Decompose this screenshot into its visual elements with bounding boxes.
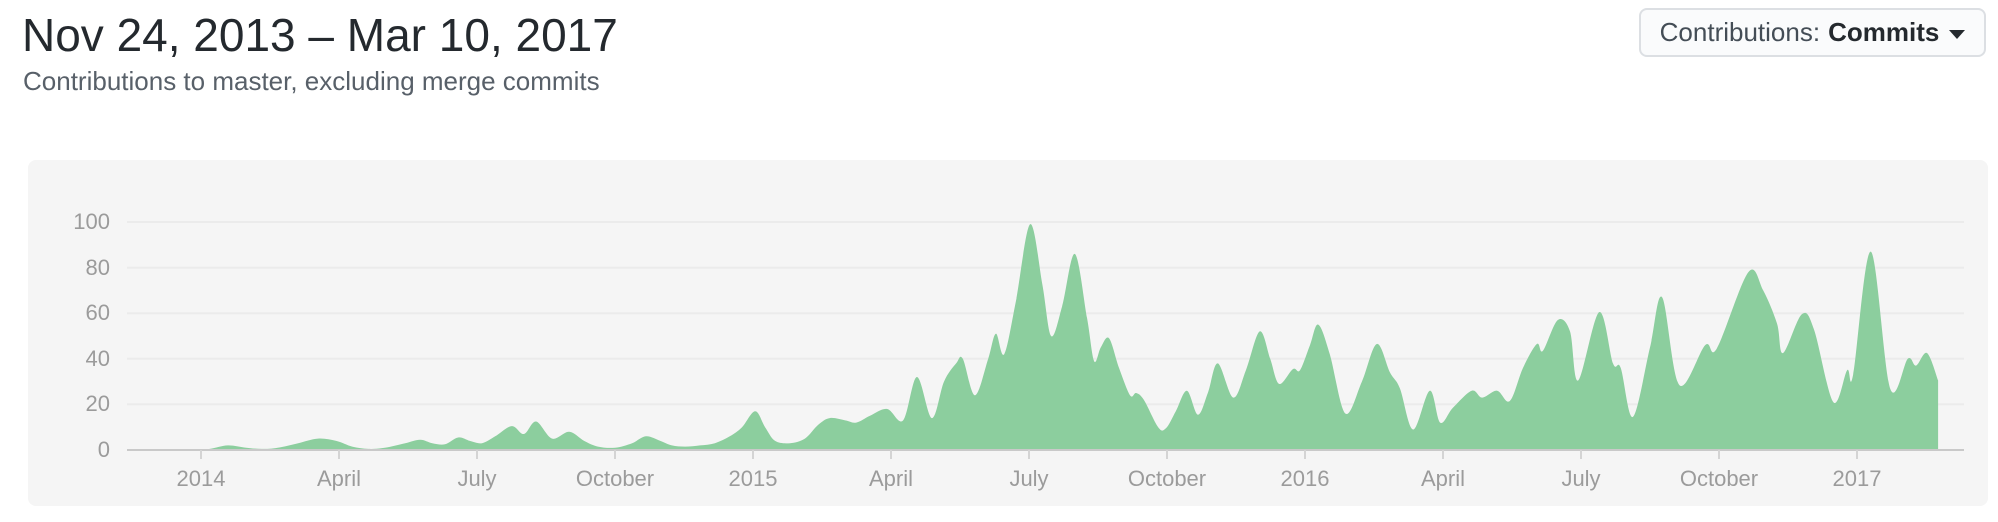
contributions-filter-button[interactable]: Contributions: Commits (1639, 8, 1986, 57)
filter-button-value: Commits (1828, 17, 1940, 47)
x-axis-label: 2017 (1832, 466, 1882, 491)
caret-down-icon (1949, 30, 1966, 39)
x-axis-label: April (1420, 466, 1465, 491)
x-axis-label: July (457, 466, 497, 491)
x-axis-label: July (1009, 466, 1049, 491)
x-axis-label: 2016 (1280, 466, 1330, 491)
y-axis-label: 100 (73, 209, 110, 234)
y-axis-label: 20 (85, 391, 110, 417)
x-axis-label: April (868, 466, 913, 491)
date-range-title: Nov 24, 2013 – Mar 10, 2017 (22, 9, 618, 61)
y-axis-label: 0 (97, 437, 110, 462)
contributions-chart-panel (28, 160, 1988, 506)
page-subtitle: Contributions to master, excluding merge… (23, 66, 600, 96)
y-axis-label: 60 (85, 300, 110, 326)
x-axis-label: October (1127, 466, 1207, 491)
x-axis-label: April (316, 466, 361, 491)
filter-button-label: Contributions: (1659, 17, 1821, 47)
y-axis-label: 80 (85, 254, 110, 280)
x-axis-label: July (1561, 466, 1601, 491)
y-axis-label: 40 (85, 345, 110, 371)
x-axis-label: October (575, 466, 655, 491)
x-axis-label: 2014 (176, 466, 226, 491)
x-axis-label: October (1679, 466, 1759, 491)
x-axis-label: 2015 (728, 466, 778, 491)
